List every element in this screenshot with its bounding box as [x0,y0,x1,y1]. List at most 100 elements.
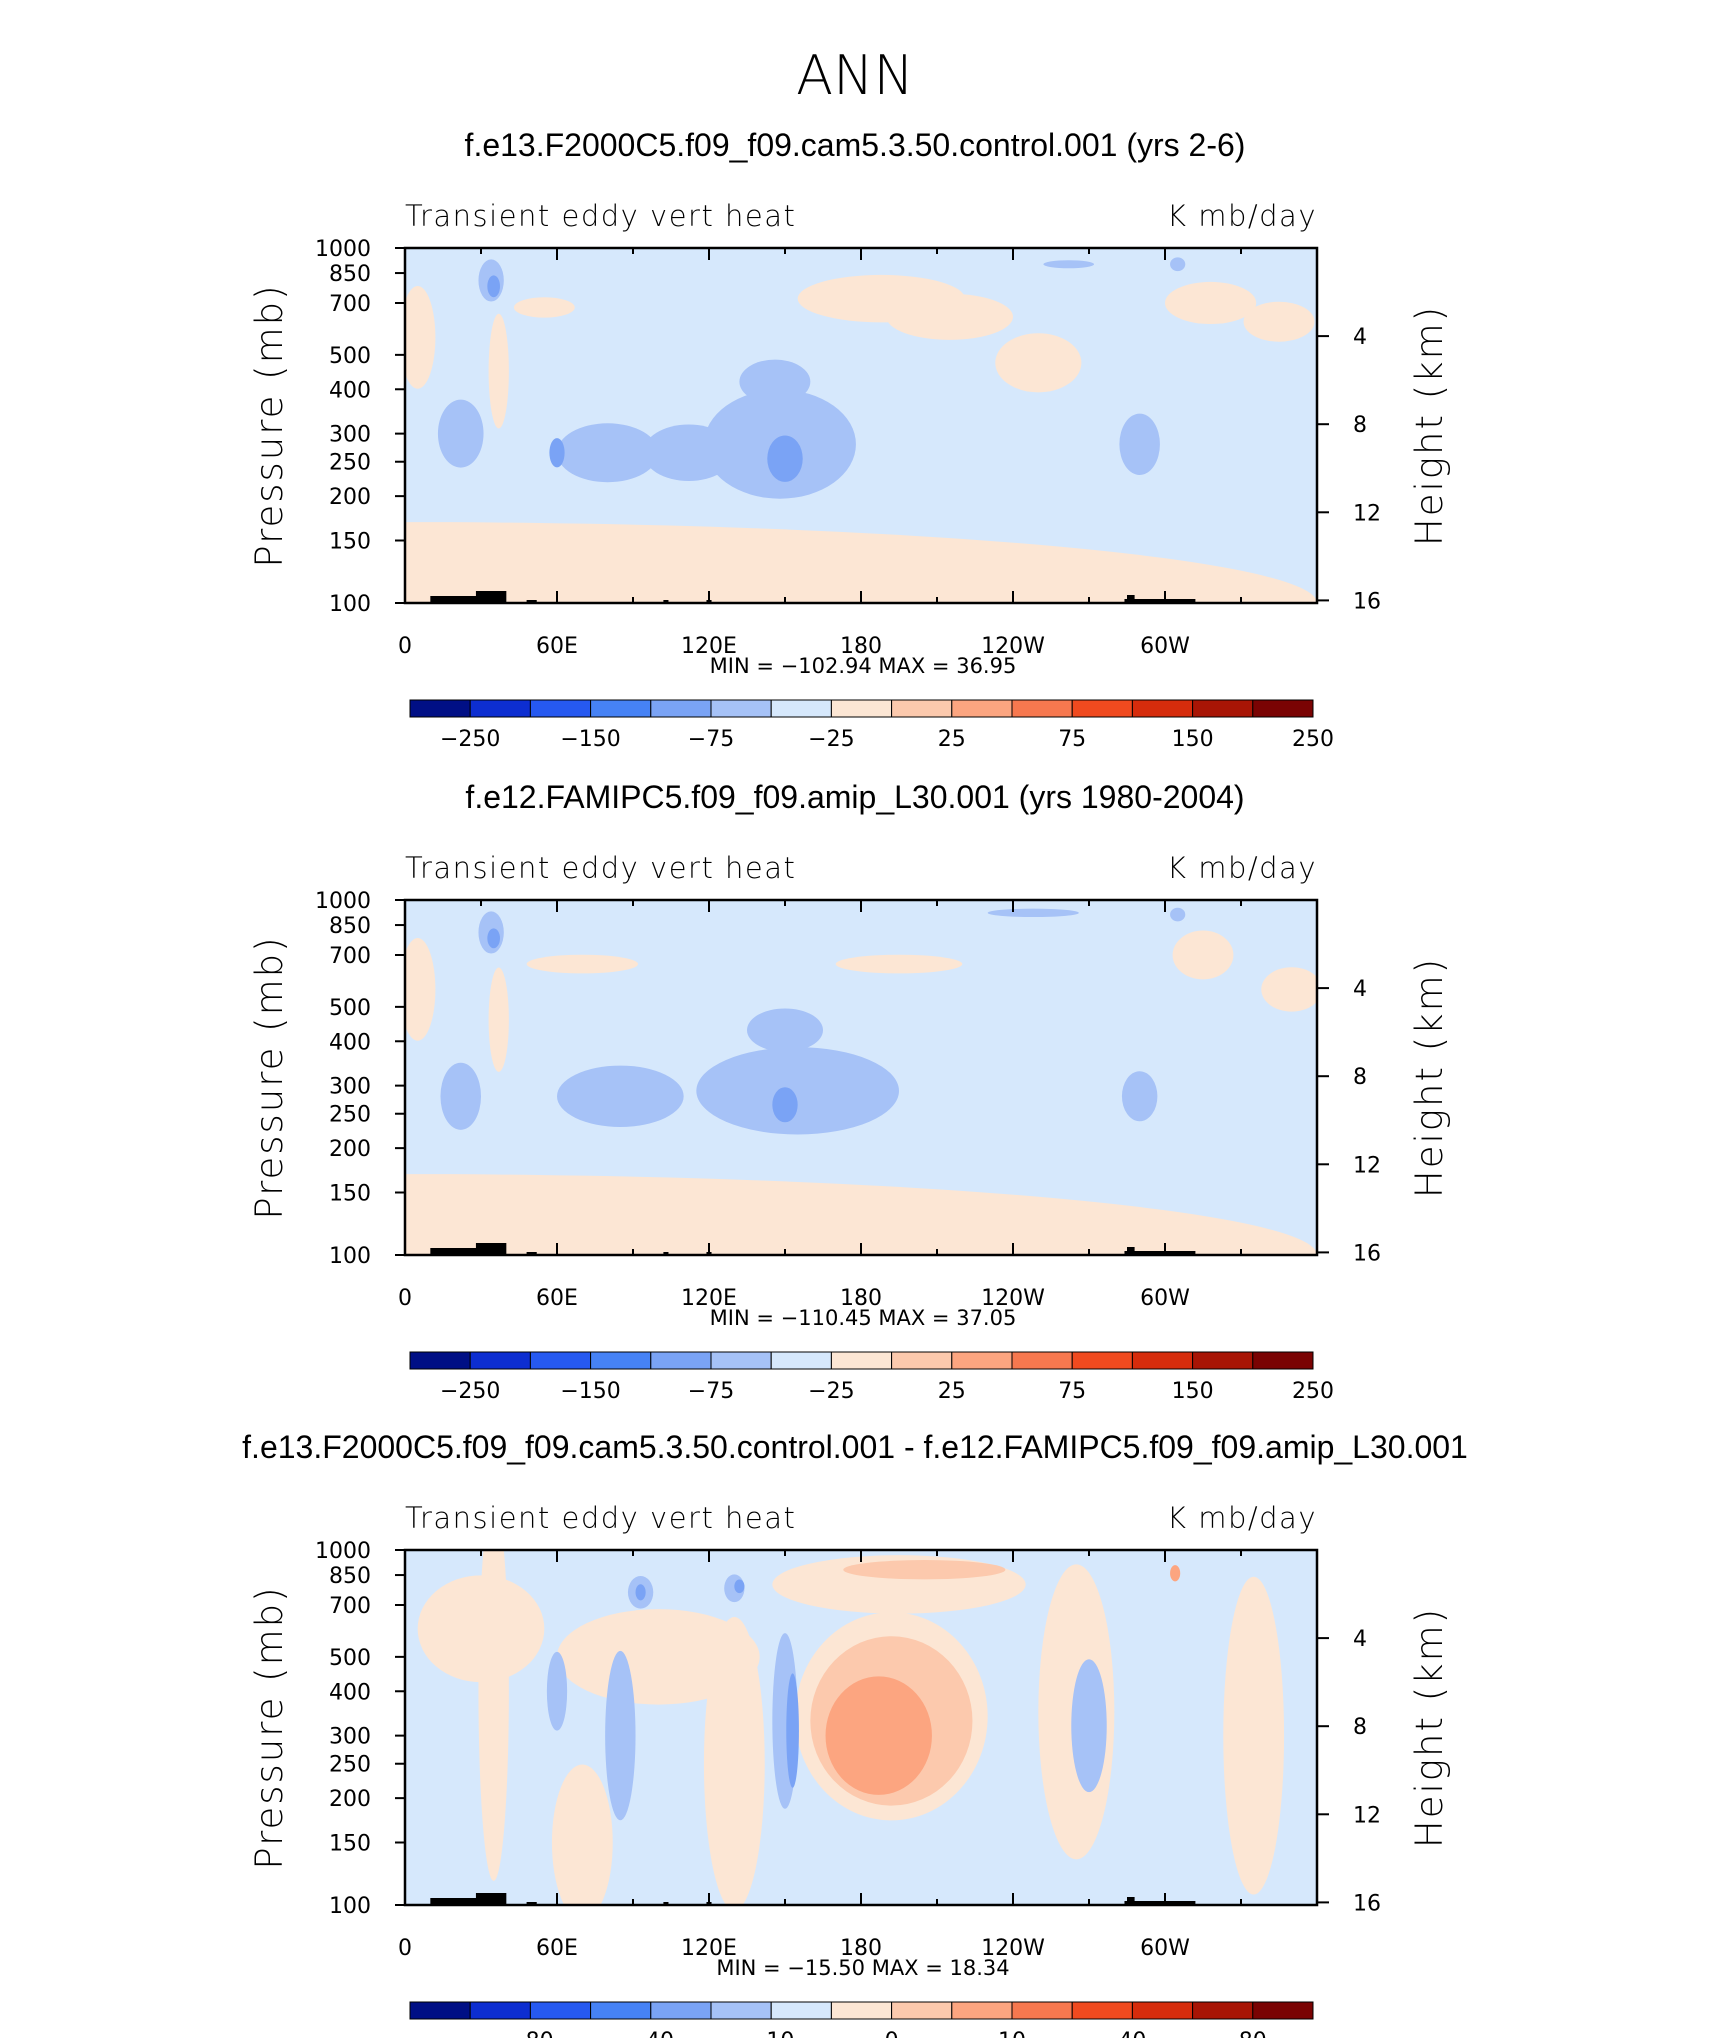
contour-region [551,1764,613,1905]
contour-region [488,313,509,429]
colorbar-swatch [891,2001,953,2020]
colorbar-swatch [1131,1351,1194,1370]
y-tick-label: 250 [329,1753,371,1778]
min-max-stats: MIN = −110.45 MAX = 37.05 [710,1306,1017,1330]
y-tick-label: 500 [329,1646,371,1671]
colorbar-swatch [1071,1351,1133,1370]
panel-diff: f.e13.F2000C5.f09_f09.cam5.3.50.control.… [242,1429,1468,2038]
panel-amip: f.e12.FAMIPC5.f09_f09.amip_L30.001 (yrs … [248,779,1451,1404]
x-tick-label: 180 [840,634,882,659]
colorbar-label: 75 [1058,727,1086,752]
colorbar-label: −150 [560,1379,620,1404]
y-tick-label: 300 [329,1075,371,1100]
contour-region [513,297,575,318]
colorbar-swatch [529,699,592,718]
y-tick-label: 150 [329,1831,371,1856]
colorbar-label: −75 [688,1379,734,1404]
x-tick-label: 120W [981,1286,1045,1311]
contour-region [1043,260,1095,269]
contour-region [1223,1576,1285,1895]
contour-region [696,1047,900,1135]
surface-topography [1124,599,1196,603]
x-tick-label: 60E [536,634,578,659]
surface-topography [526,1252,537,1255]
surface-topography [475,591,507,603]
contour-region [1071,1659,1107,1793]
panel-title: f.e12.FAMIPC5.f09_f09.amip_L30.001 (yrs … [465,779,1244,815]
x-tick-label: 180 [840,1286,882,1311]
colorbar-swatch [830,1351,893,1370]
colorbar-label: 150 [1172,727,1214,752]
contour-region [605,1650,636,1821]
contour-region [1165,281,1257,325]
contour-region [405,286,436,389]
colorbar-swatch [650,699,712,718]
surface-topography [1124,1251,1196,1255]
contour-region [843,1560,1006,1580]
colorbar-swatch [469,2001,531,2020]
y-tick-label: 1000 [315,889,371,914]
colorbar-label: 25 [938,727,966,752]
contour-region [478,1550,509,1881]
left-string: Transient eddy vert heat [405,1501,796,1535]
contour-region [835,954,963,974]
contour-region [1121,1071,1158,1122]
height-tick-label: 12 [1353,501,1381,526]
y-axis-right-title: Height (km) [1408,957,1451,1198]
surface-topography [1127,1247,1135,1255]
height-tick-label: 8 [1353,413,1367,438]
colorbar-swatch [1252,699,1314,718]
y-tick-label: 700 [329,292,371,317]
x-tick-label: 60W [1140,634,1190,659]
contour-region [487,928,500,949]
colorbar-swatch [1252,2001,1314,2020]
colorbar-label: −40 [628,2029,674,2038]
colorbar-swatch [1192,699,1254,718]
colorbar-label: −250 [440,1379,500,1404]
colorbar-swatch [1131,699,1194,718]
colorbar-swatch [1011,699,1073,718]
left-string: Transient eddy vert heat [405,851,796,885]
colorbar-label: 80 [1239,2029,1267,2038]
y-axis-title: Pressure (mb) [248,935,291,1219]
right-string: K mb/day [1167,199,1317,233]
colorbar-label: −150 [560,727,620,752]
y-tick-label: 850 [329,262,371,287]
y-tick-label: 700 [329,944,371,969]
page-title: ANN [796,44,914,107]
contour-region [437,399,484,468]
contour-region [825,1676,932,1795]
surface-topography [475,1893,507,1905]
x-tick-label: 60W [1140,1286,1190,1311]
colorbar-swatch [891,1351,953,1370]
y-tick-label: 100 [329,1894,371,1919]
contour-region [557,1609,760,1705]
colorbar-swatch [1011,1351,1073,1370]
x-tick-label: 0 [398,1936,412,1961]
right-string: K mb/day [1167,851,1317,885]
colorbar-label: −75 [688,727,734,752]
colorbar-swatch [650,2001,712,2020]
y-tick-label: 300 [329,1725,371,1750]
colorbar-swatch [590,699,652,718]
contour-region [557,1065,684,1127]
colorbar-swatch [469,1351,531,1370]
y-tick-label: 150 [329,529,371,554]
panel-title: f.e13.F2000C5.f09_f09.cam5.3.50.control.… [242,1429,1468,1465]
colorbar-label: −80 [507,2029,553,2038]
y-axis-right-title: Height (km) [1408,305,1451,546]
colorbar-label: 250 [1292,727,1334,752]
right-string: K mb/day [1167,1501,1317,1535]
y-tick-label: 1000 [315,237,371,262]
surface-topography [663,1252,669,1255]
contour-region [557,423,659,483]
colorbar-label: 150 [1172,1379,1214,1404]
colorbar-swatch [710,2001,772,2020]
y-tick-label: 250 [329,451,371,476]
colorbar-swatch [1011,2001,1073,2020]
contour-region [683,1211,1089,1255]
x-tick-label: 60W [1140,1936,1190,1961]
y-tick-label: 850 [329,1564,371,1589]
colorbar-swatch [891,699,953,718]
colorbar-swatch [770,699,832,718]
